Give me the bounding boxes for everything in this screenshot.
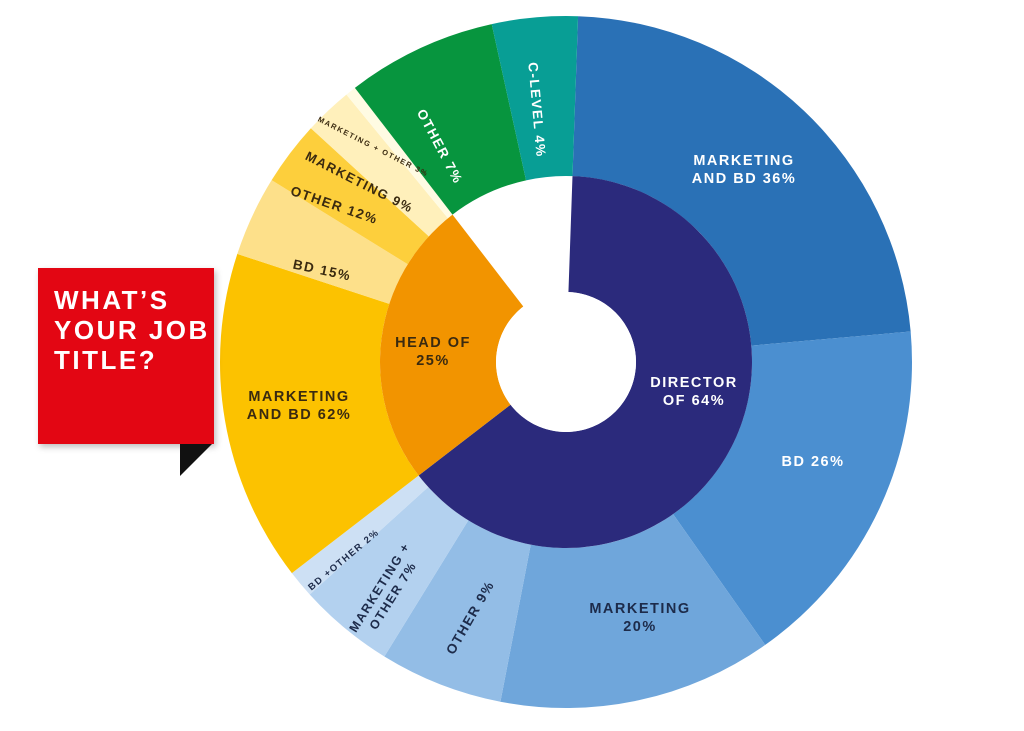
outer-segment-bd-26	[673, 331, 912, 645]
title-line-3: TITLE?	[54, 345, 158, 375]
outer-segment-c-level-4	[491, 16, 579, 181]
inner-label-head-of-25-line-2: 25%	[416, 353, 450, 369]
outer-label-marketing-and-bd-62-line-1: MARKETING	[248, 389, 349, 405]
title-badge-tail	[180, 444, 212, 476]
outer-segment-bd-15	[237, 180, 408, 304]
inner-label-head-of-25-line-1: HEAD OF	[395, 335, 471, 351]
outer-segment-marketing-other-3	[346, 84, 455, 219]
outer-label-marketing-and-bd-62-line-2: AND BD 62%	[247, 407, 351, 423]
inner-segment-head-of-25	[380, 214, 524, 476]
outer-ring	[220, 16, 912, 708]
outer-label-bd-26-line-1: BD 26%	[782, 454, 845, 470]
outer-segment-other-9	[384, 520, 531, 702]
title-line-1: WHAT’S	[54, 285, 170, 315]
outer-segment-marketing-other-7	[309, 486, 469, 657]
outer-segment-other-7	[354, 24, 527, 215]
inner-label-director-of-64-line-2: OF 64%	[663, 393, 725, 409]
outer-segment-marketing-and-bd-62	[220, 253, 419, 574]
outer-segment-other-12	[271, 128, 429, 265]
outer-segment-bd-other-2	[291, 475, 429, 595]
outer-segment-marketing-and-bd-36	[572, 16, 911, 346]
title-line-2: YOUR JOB	[54, 315, 210, 345]
inner-ring	[380, 176, 752, 548]
outer-segment-marketing-9	[310, 94, 448, 237]
inner-label-director-of-64-line-1: DIRECTOR	[650, 375, 737, 391]
outer-label-marketing-and-bd-36-line-2: AND BD 36%	[692, 171, 796, 187]
inner-segment-director-of-64	[418, 176, 752, 548]
title-badge: WHAT’S YOUR JOB TITLE?	[38, 268, 214, 476]
center-hole	[496, 292, 636, 432]
outer-label-marketing-20-line-2: 20%	[623, 619, 657, 635]
title-badge-box	[38, 268, 214, 444]
outer-label-marketing-and-bd-36-line-1: MARKETING	[693, 153, 794, 169]
outer-segment-marketing-20	[500, 514, 766, 708]
outer-label-marketing-20-line-1: MARKETING	[589, 601, 690, 617]
